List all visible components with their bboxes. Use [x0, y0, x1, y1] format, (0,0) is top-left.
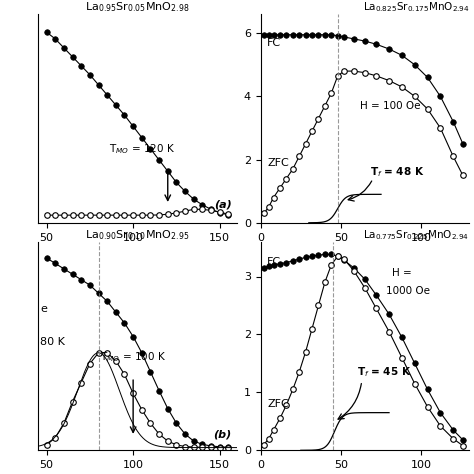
Text: La$_{0.825}$Sr$_{0.175}$MnO$_{2.94}$: La$_{0.825}$Sr$_{0.175}$MnO$_{2.94}$	[363, 0, 469, 14]
Text: H = 100 Oe: H = 100 Oe	[360, 101, 420, 111]
Title: La$_{0.95}$Sr$_{0.05}$MnO$_{2.98}$: La$_{0.95}$Sr$_{0.05}$MnO$_{2.98}$	[85, 0, 190, 14]
Text: FC: FC	[267, 257, 281, 267]
Text: La$_{0.775}$Sr$_{0.225}$MnO$_{2.94}$: La$_{0.775}$Sr$_{0.225}$MnO$_{2.94}$	[364, 228, 469, 242]
Text: e: e	[40, 304, 47, 314]
Text: (a): (a)	[214, 200, 232, 210]
Text: 1000 Oe: 1000 Oe	[386, 286, 430, 296]
Text: ZFC: ZFC	[267, 158, 289, 168]
Text: ZFC: ZFC	[267, 399, 289, 409]
Text: T$_{MO}$ = 100 K: T$_{MO}$ = 100 K	[100, 350, 166, 364]
Text: H =: H =	[392, 268, 412, 279]
Title: La$_{0.90}$Sr$_{0.10}$MnO$_{2.95}$: La$_{0.90}$Sr$_{0.10}$MnO$_{2.95}$	[85, 228, 190, 242]
Text: T$_f$ = 45 K: T$_f$ = 45 K	[357, 365, 411, 379]
Text: 80 K: 80 K	[40, 337, 64, 346]
Text: FC: FC	[267, 38, 281, 48]
Text: T$_{MO}$ = 120 K: T$_{MO}$ = 120 K	[109, 142, 175, 155]
Text: (b): (b)	[214, 429, 232, 439]
Text: T$_f$ = 48 K: T$_f$ = 48 K	[370, 165, 424, 179]
